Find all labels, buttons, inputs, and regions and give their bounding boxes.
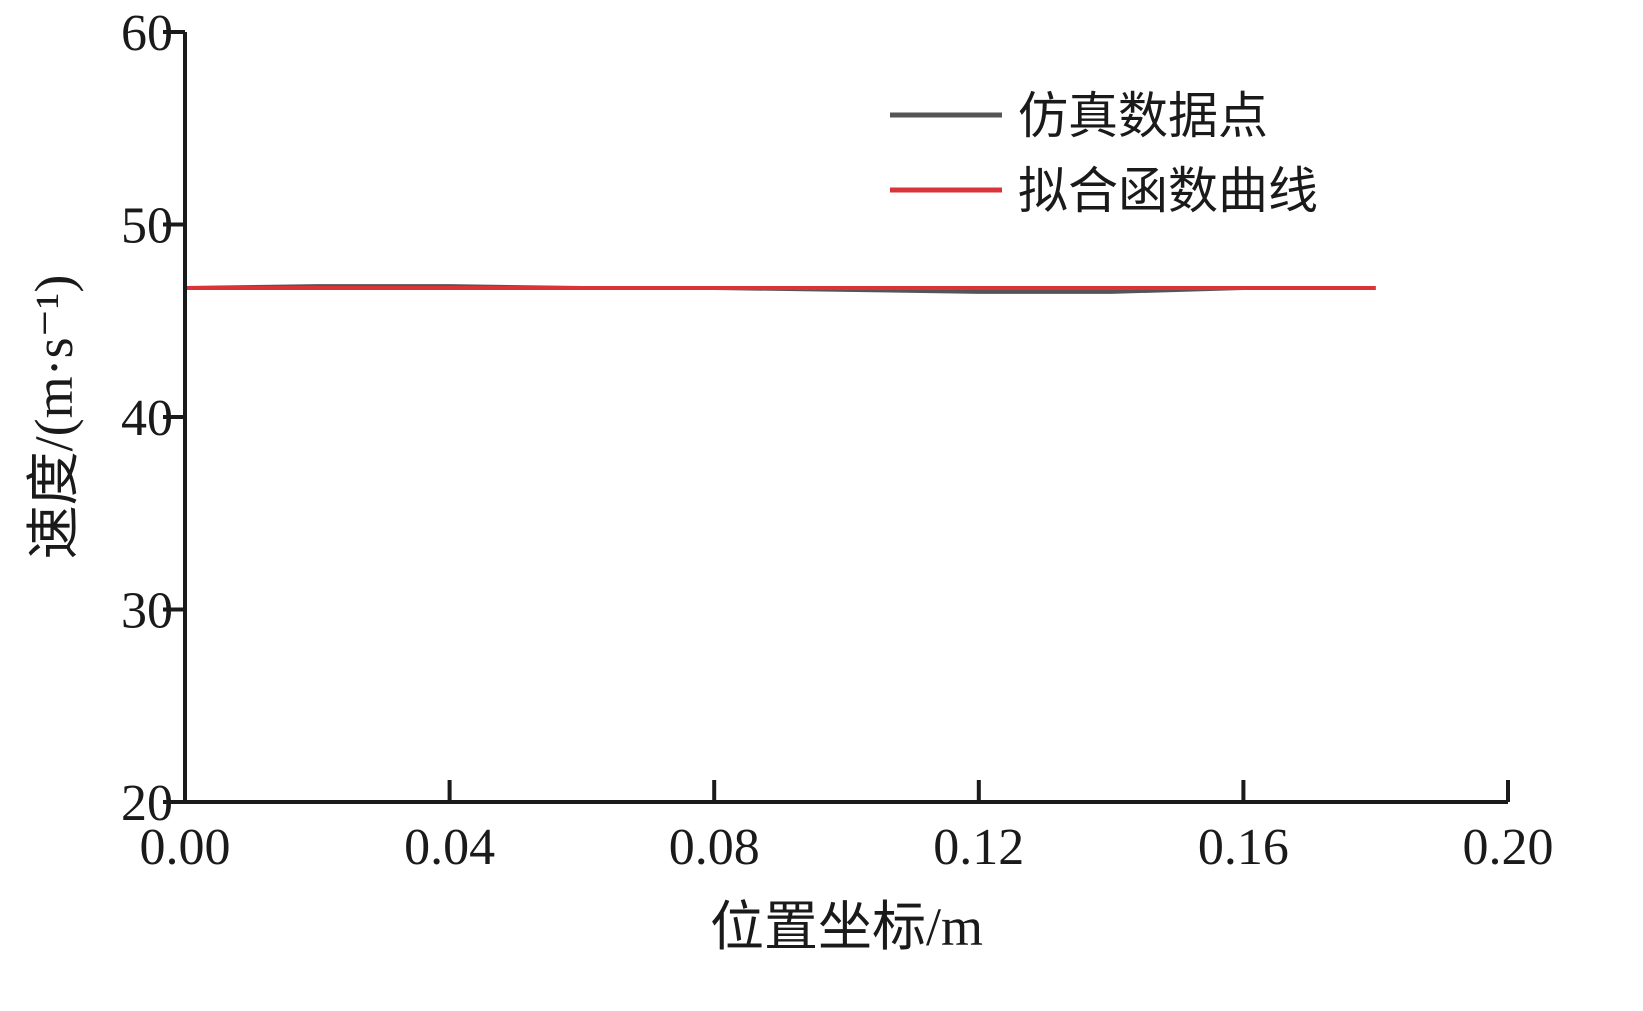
legend: 仿真数据点 拟合函数曲线 [890, 87, 1318, 220]
legend-label-simulation: 仿真数据点 [1018, 87, 1268, 145]
x-tick-label-2: 0.08 [669, 819, 760, 876]
ticks: 20 30 40 50 60 0.00 0.04 0.08 0.12 0.16 0.20 [121, 5, 1554, 876]
y-tick-label-3: 50 [121, 198, 173, 255]
y-tick-label-4: 60 [121, 5, 173, 62]
y-tick-label-2: 40 [121, 390, 173, 447]
x-axis-title: 位置坐标/m [710, 897, 983, 957]
y-axis-title: 速度/(m·s⁻¹) [24, 275, 84, 560]
x-tick-label-1: 0.04 [404, 819, 495, 876]
legend-label-fit: 拟合函数曲线 [1018, 162, 1318, 220]
axes [183, 32, 1508, 804]
x-tick-label-5: 0.20 [1463, 819, 1554, 876]
x-tick-label-3: 0.12 [933, 819, 1024, 876]
x-tick-label-0: 0.00 [140, 819, 231, 876]
y-tick-label-0: 20 [121, 775, 173, 832]
y-tick-label-1: 30 [121, 583, 173, 640]
series-layer [184, 284, 1376, 294]
x-tick-label-4: 0.16 [1198, 819, 1289, 876]
